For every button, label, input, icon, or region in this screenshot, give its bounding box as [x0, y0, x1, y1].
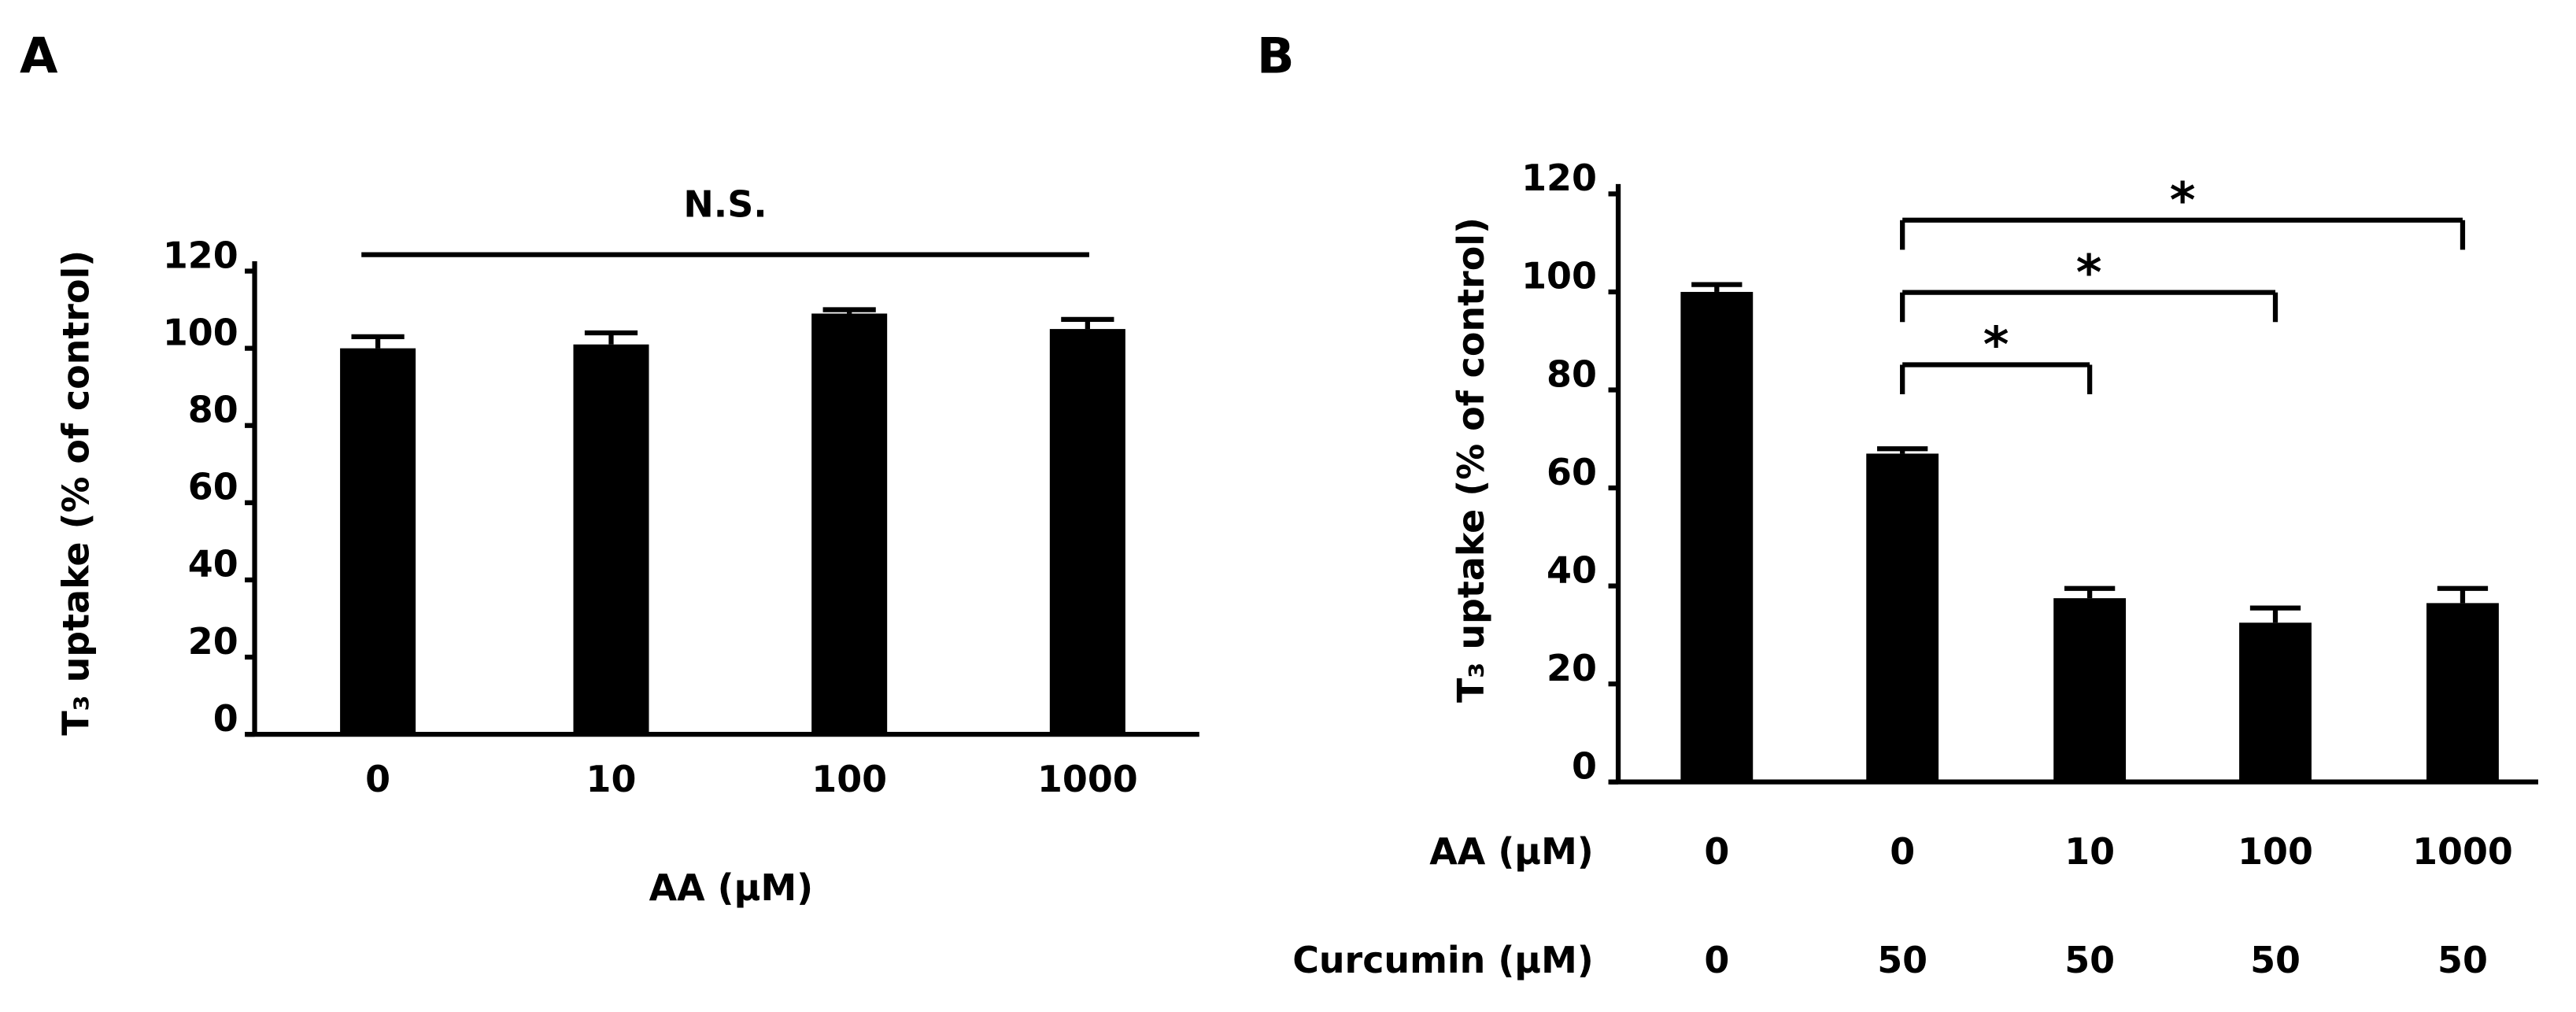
y-tick-label: 20: [188, 620, 238, 663]
y-tick-label: 40: [1547, 548, 1597, 591]
x-tick-label: 0: [1704, 830, 1729, 873]
bar: [2053, 598, 2127, 782]
x-tick-label: 0: [1704, 939, 1729, 981]
x-tick-label: 100: [811, 758, 887, 800]
annotation: N.S.: [683, 183, 767, 226]
x-tick-label: 100: [2238, 830, 2313, 873]
bar: [1049, 329, 1125, 735]
x-tick-label: 50: [2250, 939, 2301, 981]
x-tick-label: 0: [365, 758, 390, 800]
panel-label: A: [20, 27, 58, 84]
x-tick-label: 10: [586, 758, 637, 800]
bar: [340, 348, 416, 735]
bar: [2239, 622, 2312, 782]
bar: [573, 344, 649, 735]
x-axis-label: AA (μM): [649, 866, 813, 909]
y-tick-label: 60: [1547, 451, 1597, 493]
x-tick-label: 50: [2064, 939, 2115, 981]
y-tick-label: 100: [163, 311, 238, 353]
y-tick-label: 120: [163, 234, 238, 276]
row-label: AA (μM): [1429, 830, 1593, 873]
x-tick-label: 50: [1877, 939, 1927, 981]
x-tick-label: 1000: [1037, 758, 1138, 800]
bar: [811, 313, 888, 735]
y-tick-label: 0: [213, 697, 238, 740]
significance-star: *: [2170, 172, 2196, 229]
x-tick-label: 0: [1890, 830, 1915, 873]
x-tick-label: 1000: [2412, 830, 2513, 873]
x-tick-label: 50: [2437, 939, 2488, 981]
panel-label: B: [1257, 27, 1295, 84]
y-tick-label: 100: [1521, 255, 1597, 297]
y-tick-label: 20: [1547, 647, 1597, 689]
significance-star: *: [2076, 244, 2102, 301]
row-label: Curcumin (μM): [1292, 939, 1594, 981]
y-axis-label: T₃ uptake (% of control): [1450, 217, 1492, 703]
y-tick-label: 0: [1572, 744, 1597, 787]
y-axis-label: T₃ uptake (% of control): [55, 250, 98, 736]
y-tick-label: 80: [188, 389, 238, 431]
y-tick-label: 60: [188, 466, 238, 508]
y-tick-label: 80: [1547, 353, 1597, 395]
bar: [2426, 603, 2499, 782]
y-tick-label: 120: [1521, 157, 1597, 199]
bar: [1866, 453, 1939, 782]
x-tick-label: 10: [2064, 830, 2115, 873]
significance-star: *: [1983, 316, 2009, 374]
bar: [1680, 291, 1754, 782]
y-tick-label: 40: [188, 543, 238, 585]
